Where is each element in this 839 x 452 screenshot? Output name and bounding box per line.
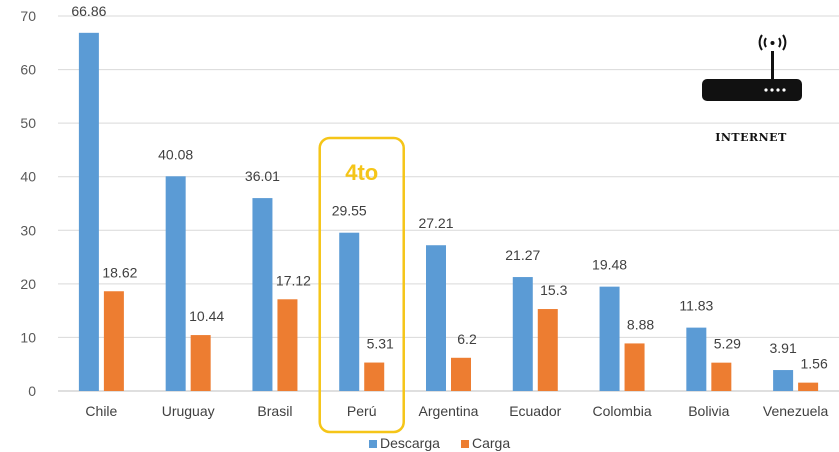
bar-descarga	[773, 370, 794, 391]
data-label: 8.88	[627, 316, 654, 332]
data-label: 5.29	[714, 336, 741, 352]
legend-label-descarga: Descarga	[380, 435, 440, 451]
x-category-label: Argentina	[419, 403, 479, 419]
y-tick-label: 0	[28, 383, 36, 399]
highlight-label: 4to	[345, 160, 378, 185]
data-label: 66.86	[71, 3, 106, 19]
legend-swatch-descarga	[369, 440, 377, 448]
x-category-label: Ecuador	[509, 403, 561, 419]
bar-descarga	[512, 277, 533, 391]
y-tick-label: 60	[20, 62, 36, 78]
x-category-label: Colombia	[592, 403, 651, 419]
x-axis-categories: Chile Uruguay Brasil Perú Argentina Ecuador Co…	[85, 403, 828, 419]
bar-descarga	[599, 286, 620, 391]
data-label: 17.12	[276, 272, 311, 288]
bar-carga	[711, 362, 732, 391]
bar-carga	[798, 382, 819, 391]
x-category-label: Brasil	[257, 403, 292, 419]
wifi-router-icon	[702, 34, 802, 101]
data-label: 27.21	[418, 215, 453, 231]
bar-descarga	[339, 232, 360, 391]
x-category-label: Chile	[85, 403, 117, 419]
data-label: 19.48	[592, 257, 627, 273]
y-tick-label: 30	[20, 222, 36, 238]
y-tick-label: 70	[20, 8, 36, 24]
data-label: 6.2	[457, 331, 477, 347]
gridlines	[58, 15, 839, 392]
y-axis-ticks: 0 10 20 30 40 50 60 70	[20, 8, 36, 399]
bar-carga	[537, 309, 558, 391]
legend: Descarga Carga	[369, 435, 510, 451]
data-label: 36.01	[245, 168, 280, 184]
data-label: 1.56	[800, 356, 827, 372]
x-category-label: Venezuela	[763, 403, 829, 419]
data-label: 11.83	[679, 298, 713, 314]
data-label: 5.31	[367, 336, 394, 352]
bar-descarga	[78, 32, 99, 391]
data-label: 40.08	[158, 146, 193, 162]
data-labels: 66.86 18.62 40.08 10.44 36.01 17.12 29.55 5.31 2…	[71, 3, 828, 372]
data-label: 3.91	[769, 340, 796, 356]
bar-descarga	[686, 327, 707, 391]
data-label: 10.44	[189, 308, 224, 324]
x-category-label: Uruguay	[162, 403, 215, 419]
y-tick-label: 50	[20, 115, 36, 131]
bar-carga	[103, 291, 124, 391]
y-tick-label: 40	[20, 169, 36, 185]
router-label: INTERNET	[715, 131, 787, 144]
legend-swatch-carga	[461, 440, 469, 448]
bar-descarga	[165, 176, 186, 391]
bar-carga	[190, 335, 211, 391]
bar-carga	[624, 343, 645, 391]
data-label: 15.3	[540, 282, 567, 298]
bar-descarga	[252, 198, 273, 391]
x-category-label: Bolivia	[688, 403, 729, 419]
highlight-box	[318, 136, 405, 434]
bar-carga	[277, 299, 298, 391]
data-label: 18.62	[102, 264, 137, 280]
y-tick-label: 10	[20, 329, 36, 345]
bar-carga	[451, 357, 471, 391]
legend-label-carga: Carga	[472, 435, 510, 451]
data-label: 21.27	[505, 247, 540, 263]
bar-descarga	[426, 245, 446, 391]
bars	[78, 32, 819, 391]
x-category-label: Perú	[347, 403, 377, 419]
data-label: 29.55	[332, 203, 367, 219]
bar-carga	[364, 362, 385, 391]
highlight-group: 4to	[318, 136, 405, 434]
y-tick-label: 20	[20, 276, 36, 292]
